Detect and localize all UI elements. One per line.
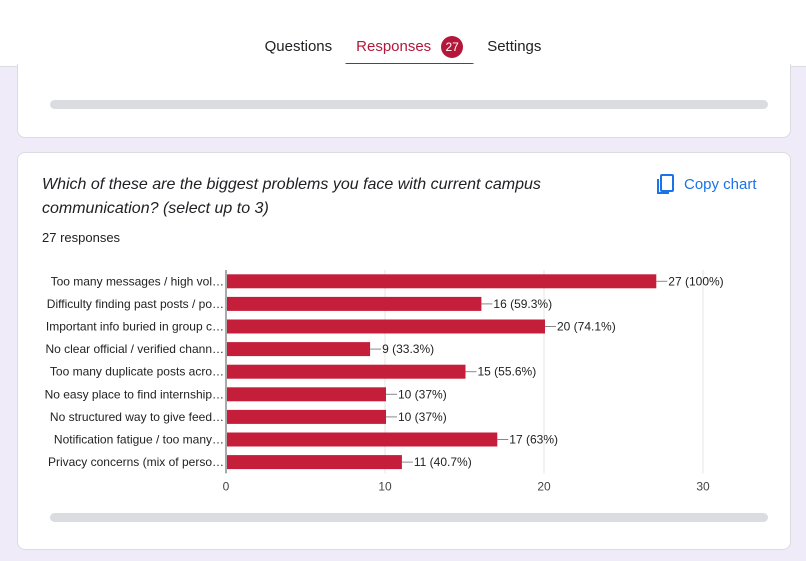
category-label: Difficulty finding past posts / po… [47, 297, 224, 311]
question-card: Which of these are the biggest problems … [17, 152, 791, 550]
bar-chart: 0 10 20 30 Too many messages / high vol… 27 (… [45, 270, 724, 493]
category-label: Important info buried in group c… [46, 320, 224, 334]
data-label: 10 (37%) [398, 387, 447, 401]
category-label: Notification fatigue / too many… [54, 433, 224, 447]
tab-questions-label: Questions [264, 38, 333, 55]
category-label: Privacy concerns (mix of perso… [48, 455, 224, 469]
bar [227, 342, 371, 357]
x-tick-label: 10 [378, 479, 392, 493]
category-label: No clear official / verified chann… [45, 342, 224, 356]
bar [227, 409, 386, 424]
bar [227, 387, 386, 402]
data-label: 27 (100%) [668, 274, 723, 288]
response-count-badge: 27 [441, 36, 464, 58]
chart-scrollbar[interactable] [50, 513, 768, 522]
bar [227, 296, 482, 311]
tab-responses-label: Responses [356, 38, 432, 55]
tab-responses[interactable]: Responses 27 [344, 36, 476, 66]
previous-question-card [17, 64, 791, 138]
data-label: 9 (33.3%) [382, 342, 434, 356]
tab-settings-label: Settings [487, 38, 542, 55]
data-label: 17 (63%) [509, 433, 558, 447]
category-label: Too many duplicate posts acro… [50, 365, 224, 379]
copy-chart-label: Copy chart [684, 175, 757, 193]
x-tick-label: 0 [223, 479, 230, 493]
bar [227, 364, 466, 379]
data-label: 11 (40.7%) [414, 455, 472, 469]
bar [227, 432, 498, 447]
response-count: 27 responses [42, 230, 121, 245]
tab-settings[interactable]: Settings [475, 36, 553, 66]
data-label: 20 (74.1%) [557, 320, 616, 334]
question-title: Which of these are the biggest problems … [42, 176, 541, 217]
data-label: 15 (55.6%) [478, 365, 537, 379]
horizontal-scrollbar[interactable] [50, 100, 768, 109]
bar [227, 455, 402, 470]
x-tick-label: 30 [696, 479, 710, 493]
data-label: 10 (37%) [398, 410, 447, 424]
tab-bar: Questions Responses 27 Settings [0, 36, 806, 66]
copy-icon [657, 174, 674, 194]
bar [227, 274, 657, 289]
copy-chart-button[interactable]: Copy chart [656, 172, 757, 196]
category-label: Too many messages / high vol… [51, 274, 224, 288]
x-tick-label: 20 [537, 479, 551, 493]
category-label: No easy place to find internship… [45, 387, 224, 401]
category-label: No structured way to give feed… [50, 410, 224, 424]
tab-questions[interactable]: Questions [253, 36, 345, 66]
bar [227, 319, 545, 334]
header: Questions Responses 27 Settings [0, 0, 806, 67]
data-label: 16 (59.3%) [493, 297, 552, 311]
